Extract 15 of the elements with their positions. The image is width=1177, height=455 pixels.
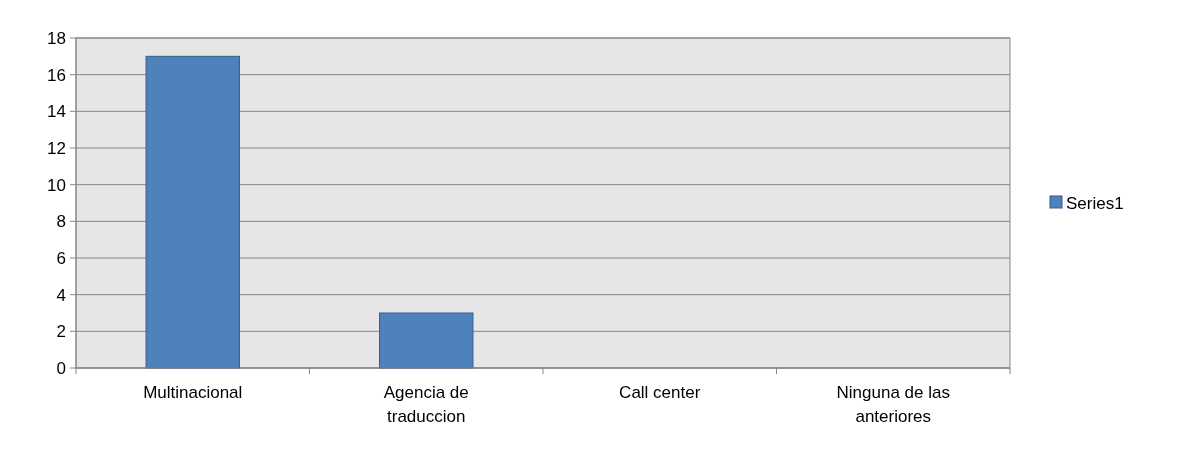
y-tick-label: 16 — [47, 65, 66, 85]
y-tick-label: 0 — [56, 358, 66, 378]
y-tick-label: 14 — [47, 102, 66, 122]
x-tick-label: Agencia de traduccion — [383, 383, 469, 426]
legend-label: Series1 — [1066, 193, 1124, 213]
y-tick-label: 12 — [47, 138, 66, 158]
y-tick-label: 18 — [47, 28, 66, 48]
x-tick-label: Ninguna de las anteriores — [836, 383, 950, 426]
y-tick-label: 8 — [56, 212, 66, 232]
y-tick-label: 2 — [56, 322, 66, 342]
y-tick-label: 10 — [47, 175, 66, 195]
y-tick-label: 4 — [56, 285, 66, 305]
y-tick-label: 6 — [56, 248, 66, 268]
x-tick-label: Multinacional — [143, 383, 243, 402]
x-tick-label: Call center — [619, 383, 701, 402]
